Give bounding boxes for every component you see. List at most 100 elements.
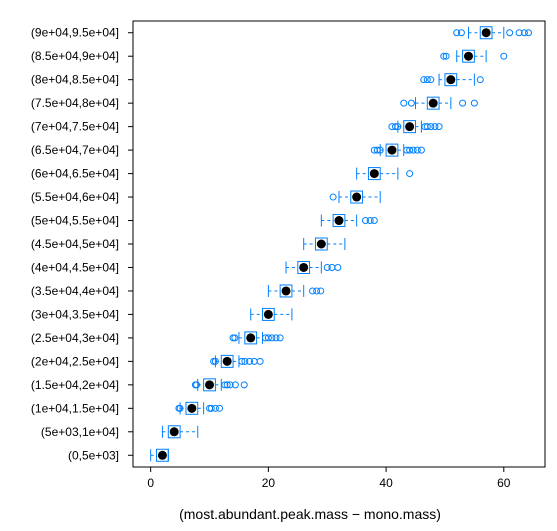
outlier-point xyxy=(423,123,431,131)
outlier-point xyxy=(334,263,342,271)
median-dot xyxy=(463,51,473,61)
outlier-point xyxy=(427,123,435,131)
box-series xyxy=(150,26,533,462)
median-dot xyxy=(387,145,397,155)
box-3 xyxy=(191,378,248,392)
box-9 xyxy=(303,237,346,251)
y-tick-label: (3e+04,3.5e+04] xyxy=(31,307,119,321)
outlier-point xyxy=(400,99,408,107)
y-tick-label: (8.5e+04,9e+04] xyxy=(31,49,119,63)
iqr-box xyxy=(220,354,234,368)
x-tick-label: 40 xyxy=(379,476,393,490)
y-tick-label: (3.5e+04,4e+04] xyxy=(31,284,119,298)
median-dot xyxy=(299,262,309,272)
outlier-point xyxy=(256,357,264,365)
iqr-box xyxy=(385,143,399,157)
outlier-point xyxy=(413,146,421,154)
outlier-point xyxy=(417,146,425,154)
outlier-point xyxy=(407,99,415,107)
outlier-point xyxy=(221,381,229,389)
outlier-point xyxy=(329,193,337,201)
iqr-box xyxy=(479,26,493,40)
iqr-box xyxy=(297,260,311,274)
outlier-point xyxy=(216,404,224,412)
outlier-point xyxy=(211,404,219,412)
iqr-box xyxy=(244,331,258,345)
box-7 xyxy=(267,284,325,298)
y-tick-label: (6e+04,6.5e+04] xyxy=(31,167,119,181)
box-2 xyxy=(175,401,224,415)
median-dot xyxy=(334,216,344,226)
iqr-box xyxy=(314,237,328,251)
outlier-point xyxy=(176,404,184,412)
y-tick-label: (2e+04,2.5e+04] xyxy=(31,354,119,368)
y-tick-label: (5e+03,1e+04] xyxy=(41,425,119,439)
outlier-point xyxy=(476,76,484,84)
median-dot xyxy=(169,427,179,437)
median-dot xyxy=(222,356,232,366)
median-dot xyxy=(263,309,273,319)
box-16 xyxy=(420,73,484,87)
iqr-box xyxy=(156,448,169,462)
x-tick-label: 60 xyxy=(497,476,511,490)
x-axis-label: (most.abundant.peak.mass − mono.mass) xyxy=(179,506,441,522)
outlier-point xyxy=(525,29,533,37)
iqr-box xyxy=(444,73,458,87)
outlier-point xyxy=(423,76,431,84)
box-4 xyxy=(210,354,264,368)
y-tick-label: (4.5e+04,5e+04] xyxy=(31,237,119,251)
median-dot xyxy=(316,239,326,249)
median-dot xyxy=(352,192,362,202)
outlier-point xyxy=(246,357,254,365)
box-12 xyxy=(356,167,414,181)
y-tick-label: (4e+04,4.5e+04] xyxy=(31,260,119,274)
box-0 xyxy=(150,448,169,462)
outlier-point xyxy=(276,334,284,342)
median-dot xyxy=(187,403,197,413)
outlier-point xyxy=(409,146,417,154)
outlier-point xyxy=(361,217,369,225)
outlier-point xyxy=(406,146,414,154)
outlier-point xyxy=(238,357,246,365)
median-dot xyxy=(205,380,215,390)
outlier-point xyxy=(366,217,374,225)
outlier-point xyxy=(223,381,231,389)
outlier-point xyxy=(453,29,461,37)
y-tick-label: (1.5e+04,2e+04] xyxy=(31,378,119,392)
y-tick-label: (6.5e+04,7e+04] xyxy=(31,143,119,157)
outlier-point xyxy=(317,287,325,295)
outlier-point xyxy=(231,381,239,389)
iqr-box xyxy=(350,190,364,204)
y-tick-label: (0,5e+03] xyxy=(68,448,119,462)
iqr-box xyxy=(367,167,381,181)
iqr-box xyxy=(185,401,199,415)
outlier-point xyxy=(457,29,465,37)
outlier-point xyxy=(431,123,439,131)
median-dot xyxy=(281,286,291,296)
y-tick-label: (5.5e+04,6e+04] xyxy=(31,190,119,204)
y-axis-tick-labels: (0,5e+03] (5e+03,1e+04] (1e+04,1.5e+04] (1.… xyxy=(31,26,133,462)
outlier-point xyxy=(241,357,249,365)
outlier-point xyxy=(207,404,215,412)
median-dot xyxy=(246,333,256,343)
outlier-point xyxy=(272,334,280,342)
outlier-point xyxy=(470,99,478,107)
x-axis: 0 20 40 60 xyxy=(147,467,511,490)
outlier-point xyxy=(226,381,234,389)
iqr-box xyxy=(403,120,417,134)
outlier-point xyxy=(427,76,435,84)
outlier-point xyxy=(370,217,378,225)
y-tick-label: (9e+04,9.5e+04] xyxy=(31,26,119,40)
outlier-point xyxy=(240,381,248,389)
outlier-point xyxy=(394,123,402,131)
outlier-point xyxy=(373,146,381,154)
median-dot xyxy=(481,28,491,38)
outlier-point xyxy=(309,287,317,295)
box-13 xyxy=(370,143,425,157)
outlier-point xyxy=(440,52,448,60)
box-11 xyxy=(329,190,381,204)
outlier-point xyxy=(313,287,321,295)
box-15 xyxy=(400,96,478,110)
median-dot xyxy=(369,169,379,179)
